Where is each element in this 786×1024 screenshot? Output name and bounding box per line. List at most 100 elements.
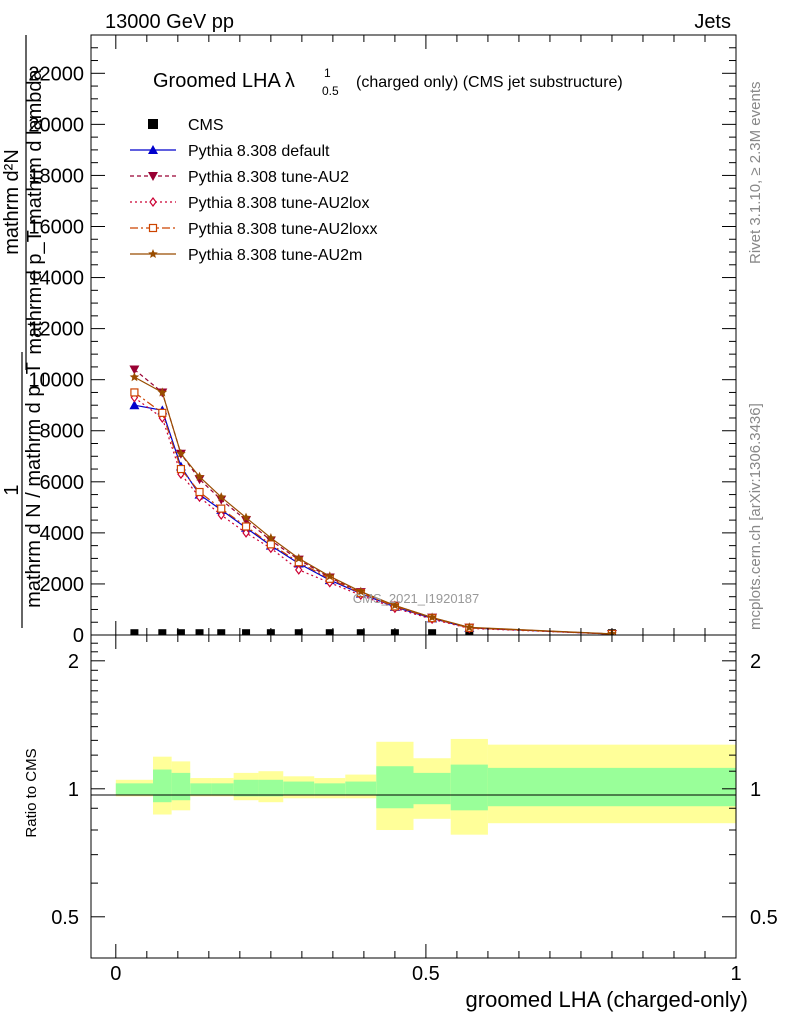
- ratio-band-inner-6: [258, 779, 284, 797]
- main-y-tick-label: 18000: [28, 165, 84, 187]
- ratio-band-inner-2: [171, 772, 191, 801]
- series-1-point-0: [129, 400, 140, 410]
- main-y-tick-label: 14000: [28, 268, 84, 290]
- series-5-point-5: [241, 512, 251, 522]
- plot-title-main: Groomed LHA: [153, 70, 281, 92]
- ratio-band-inner-1: [153, 769, 172, 803]
- main-y-tick-label: 8000: [40, 421, 85, 443]
- ratio-band-inner-12: [450, 764, 488, 811]
- series-5-point-2: [176, 448, 186, 458]
- series-0-point-7: [294, 629, 303, 635]
- axis-ticks: 0 2000 4000 6000 8000 10000 12000 14000 16000 180…: [28, 35, 778, 985]
- y-label-denominator: mathrm d p_T mathrm d lambda: [24, 68, 46, 354]
- series-0-point-5: [242, 629, 251, 635]
- ratio-y-tick-label-right: 0.5: [750, 907, 778, 929]
- main-y-tick-label: 10000: [28, 370, 84, 392]
- series-0-point-2: [176, 629, 185, 635]
- series-0-point-1: [158, 629, 167, 635]
- series-0-point-0: [130, 629, 139, 635]
- series-4-point-6: [266, 540, 275, 549]
- series-0-point-3: [195, 629, 204, 635]
- header-energy: 13000 GeV pp: [105, 11, 234, 33]
- legend-marker-2: [148, 172, 158, 181]
- plot-title-superscript: 1: [324, 66, 331, 80]
- legend-marker-5: [148, 249, 158, 258]
- ratio-x-tick-label: 1: [730, 963, 741, 985]
- series-0-point-11: [428, 629, 437, 635]
- ratio-y-tick-label: 1: [68, 779, 79, 801]
- main-y-tick-label: 0: [73, 625, 84, 647]
- plot-title-rest: (charged only) (CMS jet substructure): [356, 74, 623, 91]
- series-4-point-5: [241, 522, 251, 531]
- analysis-watermark: CMS_2021_I1920187: [353, 591, 480, 606]
- series-4-point-3: [195, 487, 204, 497]
- y-label-prefix-numerator: 1: [1, 484, 23, 495]
- legend-label-1: Pythia 8.308 default: [188, 143, 330, 160]
- series-5-point-6: [266, 533, 276, 542]
- series-5-point-8: [325, 571, 335, 581]
- ratio-y-tick-label: 0.5: [51, 907, 79, 929]
- ratio-band-inner-13: [487, 767, 736, 807]
- series-5-point-0: [129, 372, 140, 382]
- legend-marker-3: [149, 197, 157, 207]
- series-5-point-7: [294, 553, 304, 563]
- main-y-tick-label: 4000: [40, 523, 85, 545]
- series-3-point-4: [217, 510, 225, 520]
- series-0-point-9: [356, 629, 365, 635]
- legend-label-5: Pythia 8.308 tune-AU2m: [188, 247, 362, 264]
- series-5-point-9: [356, 586, 366, 596]
- legend-label-2: Pythia 8.308 tune-AU2: [188, 169, 349, 186]
- ratio-band-inner-7: [283, 781, 315, 795]
- ratio-y-tick-label: 2: [68, 651, 79, 673]
- main-y-tick-label: 22000: [28, 63, 84, 85]
- ratio-band-inner-9: [345, 781, 377, 795]
- legend-label-0: CMS: [188, 117, 224, 134]
- ratio-band-inner-10: [376, 766, 414, 809]
- main-y-tick-label: 12000: [28, 319, 84, 341]
- ratio-y-tick-label-right: 1: [750, 779, 761, 801]
- plot-title-subscript: 0.5: [322, 84, 339, 98]
- legend-marker-0: [148, 119, 158, 129]
- series-4-point-0: [130, 388, 139, 397]
- ratio-plot-frame: [90, 634, 737, 959]
- ratio-band-inner-4: [211, 783, 234, 795]
- series-0-point-4: [217, 629, 226, 635]
- y-axis-label-ratio: Ratio to CMS: [23, 748, 40, 837]
- ratio-x-tick-label: 0: [110, 963, 121, 985]
- legend-marker-4: [148, 223, 158, 233]
- y-axis-label-main: 1 mathrm d N / mathrm d p_T mathrm d²N m…: [1, 35, 46, 628]
- main-y-tick-label: 16000: [28, 216, 84, 238]
- legend: CMS Pythia 8.308 default Pythia 8.308 tune…: [130, 117, 377, 264]
- series-2-point-3: [194, 475, 205, 485]
- legend-label-3: Pythia 8.308 tune-AU2lox: [188, 195, 369, 212]
- ratio-band-inner-5: [233, 779, 259, 797]
- main-series-group: [129, 365, 617, 635]
- rivet-version-label: Rivet 3.1.10, ≥ 2.3M events: [747, 82, 764, 265]
- legend-label-4: Pythia 8.308 tune-AU2loxx: [188, 221, 377, 238]
- ratio-band-inner-11: [413, 772, 451, 805]
- series-2-point-0: [129, 365, 140, 375]
- ratio-band-inner-0: [115, 783, 154, 795]
- series-3-point-7: [295, 564, 303, 575]
- series-5-point-10: [390, 600, 400, 610]
- ratio-uncertainty-bands: [115, 738, 736, 835]
- mcplots-label: mcplots.cern.ch [arXiv:1306.3436]: [747, 403, 764, 630]
- series-4-point-4: [217, 504, 226, 513]
- y-label-numerator: mathrm d²N: [1, 149, 23, 255]
- series-5-point-4: [216, 492, 226, 502]
- plot-title-symbol: λ: [285, 70, 295, 92]
- series-3-point-5: [242, 527, 250, 538]
- series-2-point-5: [241, 516, 252, 526]
- series-5-point-1: [157, 387, 168, 397]
- series-5-point-11: [427, 612, 437, 622]
- series-5-point-3: [194, 471, 205, 481]
- plot-title: Groomed LHA λ: [153, 70, 295, 92]
- x-axis-label: groomed LHA (charged-only): [466, 987, 748, 1012]
- series-4-point-2: [176, 464, 186, 474]
- series-line-5: [134, 376, 613, 635]
- series-5-point-12: [464, 622, 475, 632]
- main-y-tick-label: 6000: [40, 472, 85, 494]
- series-0-point-8: [325, 629, 334, 635]
- ratio-band-inner-8: [314, 783, 346, 795]
